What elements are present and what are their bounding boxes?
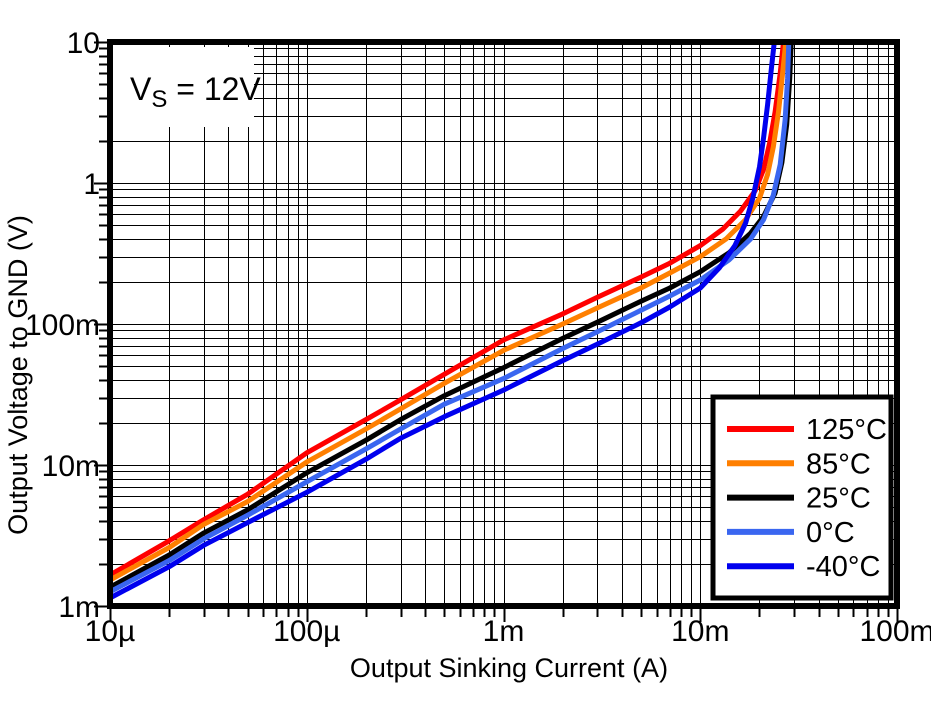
y-tick-label: 100m bbox=[25, 309, 100, 342]
x-axis-title: Output Sinking Current (A) bbox=[350, 653, 668, 683]
y-tick-label: 10m bbox=[42, 450, 100, 483]
curve-125°C bbox=[110, 42, 786, 578]
y-tick-label: 1 bbox=[83, 168, 100, 201]
legend-label-0°C: 0°C bbox=[806, 517, 855, 549]
tick-marks bbox=[94, 41, 899, 622]
curves bbox=[110, 42, 794, 601]
annotation-box bbox=[112, 47, 254, 127]
y-tick-label: 10 bbox=[67, 27, 100, 60]
supply-voltage-annotation: VS = 12V bbox=[130, 71, 261, 113]
y-tick-label: 1m bbox=[58, 591, 100, 624]
x-tick-label: 10m bbox=[671, 615, 729, 648]
x-tick-label: 1m bbox=[483, 615, 525, 648]
x-tick-label: 100µ bbox=[273, 615, 340, 648]
curve-85°C bbox=[110, 42, 789, 583]
y-axis-title: Output Voltage to GND (V) bbox=[3, 215, 33, 535]
legend-label--40°C: -40°C bbox=[806, 551, 880, 583]
legend-label-25°C: 25°C bbox=[806, 483, 871, 515]
x-tick-label: 100m bbox=[859, 615, 931, 648]
legend-label-85°C: 85°C bbox=[806, 448, 871, 480]
x-tick-label: 10µ bbox=[85, 615, 136, 648]
curve--40°C bbox=[110, 42, 777, 601]
legend-label-125°C: 125°C bbox=[806, 414, 887, 446]
legend: 125°C85°C25°C0°C-40°C bbox=[710, 394, 894, 601]
curve-0°C bbox=[110, 42, 792, 595]
plot-border bbox=[107, 39, 900, 609]
